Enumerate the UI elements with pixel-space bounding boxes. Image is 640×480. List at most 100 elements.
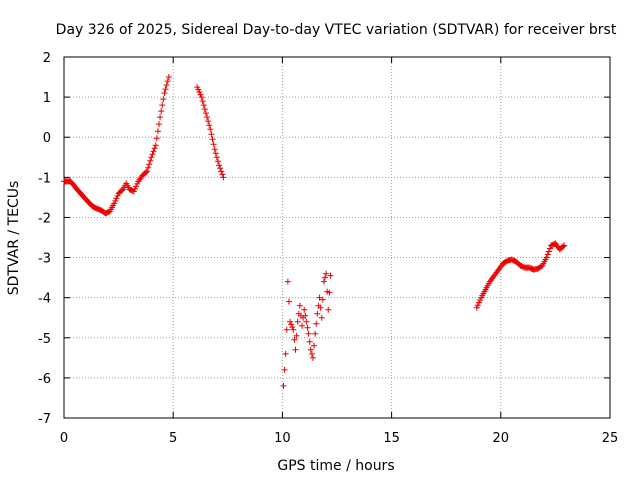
data-point xyxy=(142,169,149,176)
x-axis-label: GPS time / hours xyxy=(277,458,394,474)
data-point xyxy=(545,248,552,255)
data-point xyxy=(159,102,166,109)
data-point xyxy=(206,122,213,129)
data-point xyxy=(281,366,288,373)
data-point xyxy=(131,185,138,192)
data-point xyxy=(326,289,333,296)
data-point xyxy=(327,272,334,279)
data-point xyxy=(111,200,118,207)
y-tick-label: -4 xyxy=(38,292,51,307)
data-point xyxy=(291,336,298,343)
data-point xyxy=(301,306,308,313)
y-tick-label: -5 xyxy=(38,332,51,347)
data-point xyxy=(217,165,224,172)
data-point xyxy=(312,330,319,337)
data-point xyxy=(285,298,292,305)
data-point xyxy=(561,242,568,249)
y-tick-label: -2 xyxy=(38,211,51,226)
data-point xyxy=(114,192,121,199)
data-segment-2 xyxy=(194,84,227,181)
data-point xyxy=(474,302,481,309)
data-point xyxy=(130,188,137,195)
data-point xyxy=(149,151,156,158)
data-point xyxy=(196,89,203,96)
data-point xyxy=(473,304,480,311)
data-point xyxy=(207,126,214,133)
chart-title: Day 326 of 2025, Sidereal Day-to-day VTE… xyxy=(56,22,617,38)
data-point xyxy=(325,306,332,313)
data-point xyxy=(197,91,204,98)
data-point xyxy=(283,326,290,333)
data-point xyxy=(195,86,202,93)
data-point xyxy=(305,330,312,337)
data-point xyxy=(307,346,314,353)
data-point xyxy=(113,195,120,202)
data-point xyxy=(318,314,325,321)
y-tick-label: 2 xyxy=(43,51,51,66)
x-tick-label: 0 xyxy=(60,431,68,446)
data-point xyxy=(216,162,223,169)
data-point xyxy=(321,274,328,281)
data-point xyxy=(204,114,211,121)
data-point xyxy=(164,78,171,85)
data-point xyxy=(308,350,315,357)
data-point xyxy=(293,332,300,339)
data-point xyxy=(156,121,163,128)
axis-ticks: 0 5 10 15 20 25 -7 -6 -5 -4 -3 -2 -1 0 1 2 xyxy=(38,51,618,446)
data-point xyxy=(296,302,303,309)
data-point xyxy=(210,141,217,148)
data-segment-1 xyxy=(61,74,172,217)
data-point xyxy=(211,146,218,153)
data-point xyxy=(118,187,125,194)
data-point xyxy=(219,171,226,178)
data-point xyxy=(205,118,212,125)
data-point xyxy=(284,278,291,285)
data-point xyxy=(152,142,159,149)
data-segment-4 xyxy=(473,240,568,311)
y-tick-label: 0 xyxy=(43,131,51,146)
data-point xyxy=(133,183,140,190)
grid-lines xyxy=(64,57,610,418)
data-point xyxy=(282,350,289,357)
data-point xyxy=(213,154,220,161)
data-point xyxy=(146,161,153,168)
data-point xyxy=(163,82,170,89)
x-tick-label: 15 xyxy=(383,431,400,446)
x-tick-label: 5 xyxy=(169,431,177,446)
data-point xyxy=(150,148,157,155)
data-point xyxy=(214,158,221,165)
y-tick-label: -3 xyxy=(38,252,51,267)
data-point xyxy=(147,157,154,164)
data-point xyxy=(287,318,294,325)
data-point xyxy=(208,131,215,138)
x-tick-label: 25 xyxy=(602,431,619,446)
data-point xyxy=(112,197,119,204)
data-point xyxy=(161,90,168,97)
data-point xyxy=(303,318,310,325)
data-point xyxy=(151,145,158,152)
data-point xyxy=(475,299,482,306)
data-point xyxy=(314,310,321,317)
data-point xyxy=(145,164,152,171)
data-point xyxy=(289,324,296,331)
data-point xyxy=(290,326,297,333)
data-point xyxy=(543,254,550,261)
data-point xyxy=(302,312,309,319)
data-point xyxy=(316,294,323,301)
data-point xyxy=(202,110,209,117)
data-point xyxy=(165,74,172,81)
data-point xyxy=(294,318,301,325)
data-point xyxy=(313,320,320,327)
data-marks xyxy=(61,74,568,389)
data-point xyxy=(280,382,287,389)
y-tick-label: 1 xyxy=(43,91,51,106)
data-point xyxy=(162,86,169,93)
data-point xyxy=(309,354,316,361)
data-point xyxy=(134,180,141,187)
data-point xyxy=(148,154,155,161)
data-point xyxy=(157,114,164,121)
y-tick-label: -6 xyxy=(38,372,51,387)
data-point xyxy=(199,98,206,105)
data-point xyxy=(323,270,330,277)
